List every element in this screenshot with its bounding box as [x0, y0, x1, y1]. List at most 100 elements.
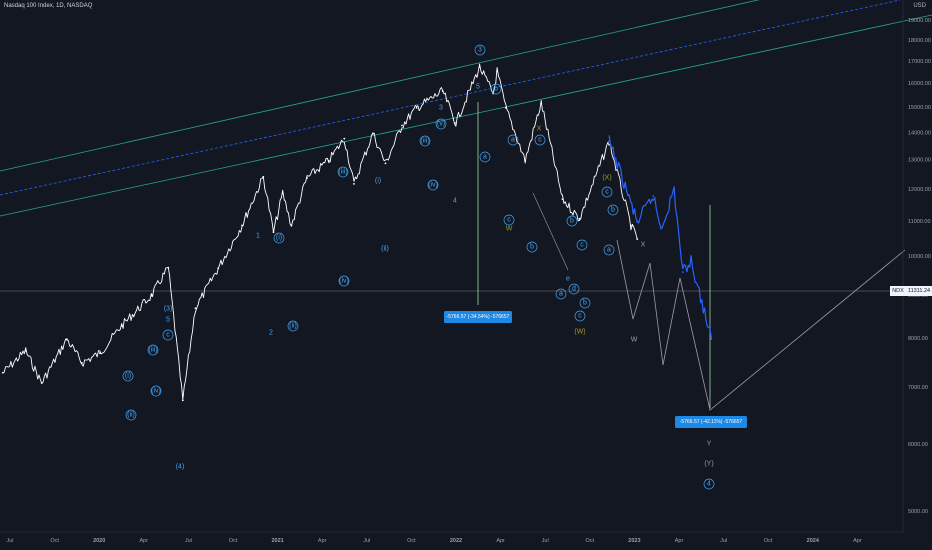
- price-point[interactable]: [636, 238, 639, 241]
- x-tick-label: Oct: [586, 538, 595, 544]
- wave-label: (ii): [381, 246, 389, 253]
- x-tick-label: Apr: [140, 538, 149, 544]
- price-point[interactable]: [150, 294, 153, 297]
- wave-label: (iii): [338, 169, 347, 176]
- projection-point[interactable]: [710, 338, 713, 340]
- channel-upper-line[interactable]: [0, 0, 780, 172]
- trend-channel[interactable]: [0, 0, 932, 217]
- wave-label: (Y): [704, 461, 713, 468]
- y-tick-label: 11000.00: [908, 219, 931, 225]
- x-tick-label: 2020: [93, 538, 105, 544]
- wave-c-trendline[interactable]: [532, 192, 569, 271]
- wave-label-circle: [601, 186, 613, 198]
- wave-label-circle: [162, 329, 174, 341]
- wave-label-circle: [568, 283, 580, 295]
- price-point[interactable]: [290, 224, 293, 227]
- wave-labels: (3) 5 c (iii) (i) (iv) (ii) (4) 1 (i) 2 (ii) (iii) (i…: [122, 44, 715, 490]
- wave-label-circle: [419, 135, 431, 147]
- price-point[interactable]: [281, 192, 284, 195]
- price-point[interactable]: [478, 66, 481, 68]
- wave-label: (ii): [127, 412, 135, 419]
- wave-label-circle: [147, 344, 159, 356]
- channel-middle-dashed-line[interactable]: [0, 0, 901, 196]
- projection-point[interactable]: [652, 195, 655, 198]
- measurement-box[interactable]: [675, 416, 747, 428]
- y-tick-label: 8000.00: [908, 336, 928, 342]
- price-point[interactable]: [66, 338, 68, 340]
- y-tick-label: 7000.00: [908, 385, 928, 391]
- price-point[interactable]: [630, 224, 632, 227]
- price-point[interactable]: [181, 399, 184, 402]
- price-point[interactable]: [81, 362, 83, 364]
- wave-label: b: [570, 218, 574, 225]
- projection-point[interactable]: [681, 271, 684, 273]
- wave-label-circle: [474, 44, 486, 56]
- price-point[interactable]: [167, 266, 170, 269]
- wave-label: e: [566, 276, 570, 283]
- price-point[interactable]: [384, 162, 387, 165]
- price-point[interactable]: [343, 137, 346, 140]
- wave-label: d: [572, 286, 576, 293]
- price-series[interactable]: [2, 63, 638, 401]
- price-point[interactable]: [372, 132, 374, 135]
- wave-label: 5: [476, 84, 480, 91]
- price-point[interactable]: [99, 352, 101, 355]
- chart-title: Nasdaq 100 Index, 1D, NASDAQ: [4, 3, 93, 9]
- x-tick-label: Oct: [764, 538, 773, 544]
- wave-label: (iv): [151, 388, 161, 395]
- projection-point[interactable]: [636, 221, 639, 223]
- x-tick-label: Jul: [185, 538, 192, 544]
- x-tick-label: 2022: [450, 538, 462, 544]
- channel-lower-line[interactable]: [0, 14, 932, 217]
- wave-label-circle: [150, 385, 162, 397]
- trendlines[interactable]: [477, 102, 906, 411]
- forecast-path[interactable]: [616, 239, 906, 411]
- wave-label: a: [511, 137, 515, 144]
- price-point[interactable]: [40, 382, 43, 384]
- price-point[interactable]: [415, 107, 418, 109]
- price-tag-value: 11311.24: [908, 288, 930, 294]
- y-axis: 5000.006000.007000.008000.009000.0010000…: [902, 0, 931, 532]
- price-point[interactable]: [262, 175, 265, 178]
- price-point[interactable]: [401, 124, 403, 127]
- price-point[interactable]: [455, 122, 457, 124]
- x-axis: Jul Oct 2020 Apr Jul Oct 2021 Apr Jul Oct 2022 Apr J…: [0, 531, 903, 544]
- wave-label: c: [166, 332, 170, 339]
- price-point[interactable]: [2, 371, 4, 374]
- price-point[interactable]: [353, 183, 355, 185]
- measurement-tags[interactable]: -5766.57 (-34.54%) -576657 -5766.57 (-42.…: [444, 311, 747, 428]
- price-point[interactable]: [496, 70, 498, 73]
- projection-point[interactable]: [673, 189, 675, 191]
- price-point[interactable]: [217, 267, 220, 270]
- wave-label: Y: [707, 441, 712, 448]
- wave-label-circle: [507, 134, 519, 146]
- price-point[interactable]: [241, 224, 243, 227]
- price-point[interactable]: [504, 107, 507, 109]
- y-tick-label: 5000.00: [908, 509, 928, 515]
- measurement-box[interactable]: [444, 311, 512, 323]
- projection-point[interactable]: [690, 259, 692, 262]
- x-tick-label: Jul: [363, 538, 370, 544]
- price-point[interactable]: [194, 307, 197, 310]
- wave-label: W: [506, 226, 513, 233]
- price-point[interactable]: [561, 198, 564, 201]
- price-point[interactable]: [524, 159, 527, 162]
- wave-label: (ii): [289, 323, 297, 330]
- price-point[interactable]: [540, 102, 543, 104]
- projection-series[interactable]: [608, 135, 712, 340]
- price-point[interactable]: [272, 231, 275, 234]
- price-point[interactable]: [441, 90, 444, 93]
- wave-label-circle: [703, 478, 715, 490]
- wave-label-circle: [607, 204, 619, 216]
- projection-point[interactable]: [620, 174, 623, 176]
- price-point[interactable]: [578, 217, 581, 220]
- projection-point[interactable]: [660, 227, 662, 230]
- price-tag-symbol-box: [890, 286, 906, 296]
- price-point[interactable]: [327, 159, 330, 162]
- price-point[interactable]: [120, 324, 123, 327]
- price-point[interactable]: [306, 177, 308, 179]
- projection-point[interactable]: [608, 140, 610, 143]
- wave-label: c: [507, 217, 511, 224]
- price-point[interactable]: [24, 349, 27, 352]
